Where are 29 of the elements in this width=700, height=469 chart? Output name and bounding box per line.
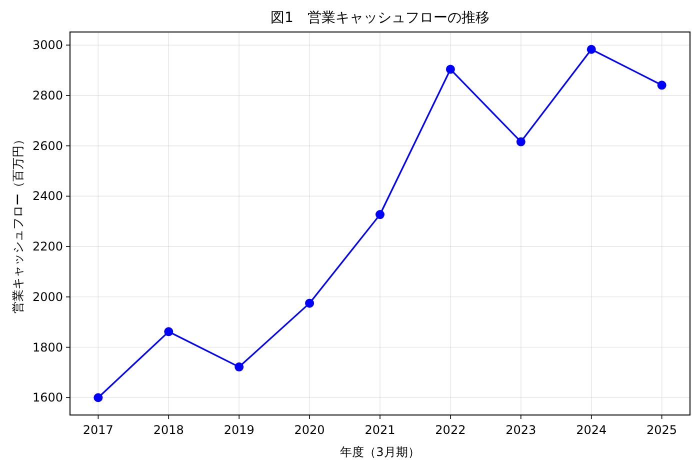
point [446, 64, 455, 74]
point [516, 137, 526, 146]
y-tick-label: 1800 [32, 340, 63, 354]
x-tick-label: 2023 [506, 423, 536, 437]
y-tick-label: 2000 [32, 290, 63, 304]
y-tick-label: 2400 [32, 189, 63, 204]
point [164, 327, 174, 336]
chart-title: 図1 営業キャッシュフローの推移 [270, 10, 490, 26]
x-tick-label: 2022 [435, 423, 466, 437]
point [234, 362, 244, 372]
y-tick-label: 2200 [32, 240, 63, 254]
x-tick-label: 2018 [153, 423, 184, 437]
y-tick-label: 3000 [32, 38, 63, 52]
point [657, 80, 666, 90]
y-tick-label: 1600 [32, 390, 63, 405]
x-tick-label: 2021 [364, 423, 396, 437]
point [94, 393, 103, 402]
y-tick-label: 2600 [32, 138, 63, 153]
x-tick-label: 2025 [646, 423, 678, 437]
point [376, 210, 384, 220]
y-axis-title: 営業キャッシュフロー（百万円） [11, 134, 25, 314]
y-tick-label: 2800 [32, 88, 63, 102]
x-tick-label: 2020 [294, 423, 325, 437]
point [586, 44, 596, 54]
point [305, 298, 314, 308]
x-tick-label: 2019 [224, 423, 254, 437]
x-axis-title: 年度（3月期） [340, 445, 420, 459]
x-tick-label: 2017 [82, 423, 114, 437]
x-tick-label: 2024 [576, 423, 607, 437]
